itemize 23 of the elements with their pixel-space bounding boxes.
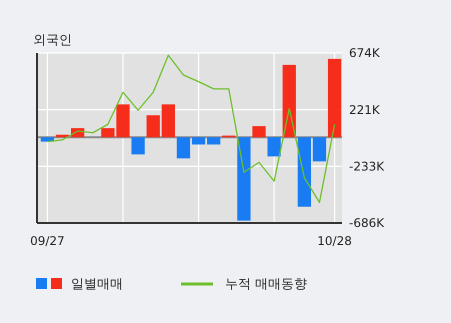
bar [267,137,281,156]
bar [298,137,312,207]
x-tick-label: 09/27 [30,234,65,248]
legend-label: 누적 매매동향 [225,277,308,292]
bar [328,58,342,138]
y-tick-label: -686K [349,216,386,230]
line-series [46,54,336,204]
y-tick-label: 221K [349,102,381,117]
bar [237,137,251,221]
x-tick-label: 10/28 [317,234,352,248]
bar [312,137,326,162]
bar [131,137,145,154]
bar [282,64,296,138]
y-tick-label: 674K [349,46,381,60]
chart-title: 외국인 [33,33,72,48]
legend-label: 일별매매 [71,277,123,292]
bar [207,137,220,144]
bar [252,126,266,138]
y-tick-label: -233K [349,160,386,174]
bar [192,137,206,144]
bar [116,104,130,138]
bar [101,128,115,138]
bar [176,137,190,158]
